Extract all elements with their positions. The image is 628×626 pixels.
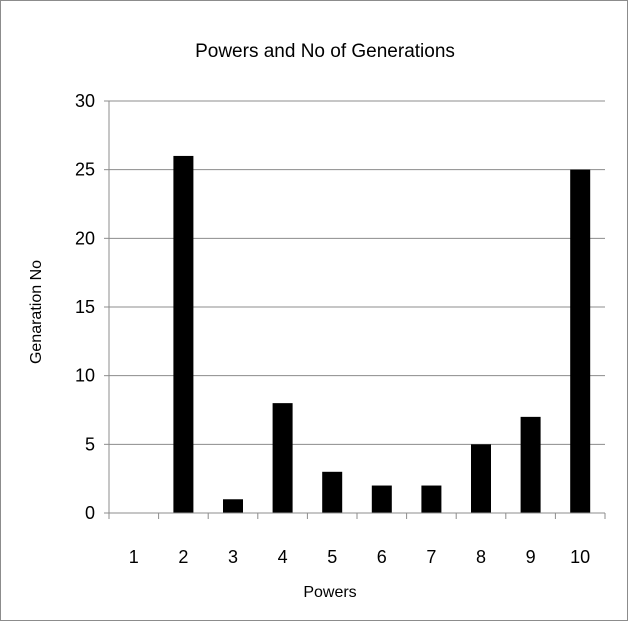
axes [104,100,606,519]
x-tick-label: 8 [476,547,486,567]
y-tick-label: 5 [85,434,95,454]
bar-5 [322,471,343,513]
x-axis-title: Powers [303,584,356,601]
x-tick-labels: 1 2 3 4 5 6 7 8 9 10 [129,547,590,567]
chart-title: Powers and No of Generations [195,41,455,62]
x-tick-label: 4 [278,547,288,567]
bar-9 [520,416,541,513]
x-tick-label: 5 [327,547,337,567]
x-tick-label: 7 [426,547,436,567]
bar-10 [570,169,591,513]
y-tick-label: 0 [85,503,95,523]
y-tick-label: 10 [75,366,95,386]
y-tick-label: 20 [75,228,95,248]
y-tick-label: 25 [75,160,95,180]
bar-4 [272,403,293,513]
x-tick-label: 3 [228,547,238,567]
x-tick-label: 6 [377,547,387,567]
bar-2 [173,155,194,513]
bar-7 [421,485,442,513]
bar-6 [371,485,392,513]
bar-3 [223,499,243,513]
y-axis-title: Genaration No [28,260,45,364]
x-tick-label: 1 [129,547,139,567]
x-tick-label: 2 [178,547,188,567]
x-tick-label: 10 [570,547,590,567]
y-tick-labels: 0 5 10 15 20 25 30 [75,91,95,523]
y-tick-label: 15 [75,297,95,317]
x-tick-label: 9 [526,547,536,567]
y-tick-label: 30 [75,91,95,111]
bar-8 [471,444,491,513]
bars [173,155,591,513]
